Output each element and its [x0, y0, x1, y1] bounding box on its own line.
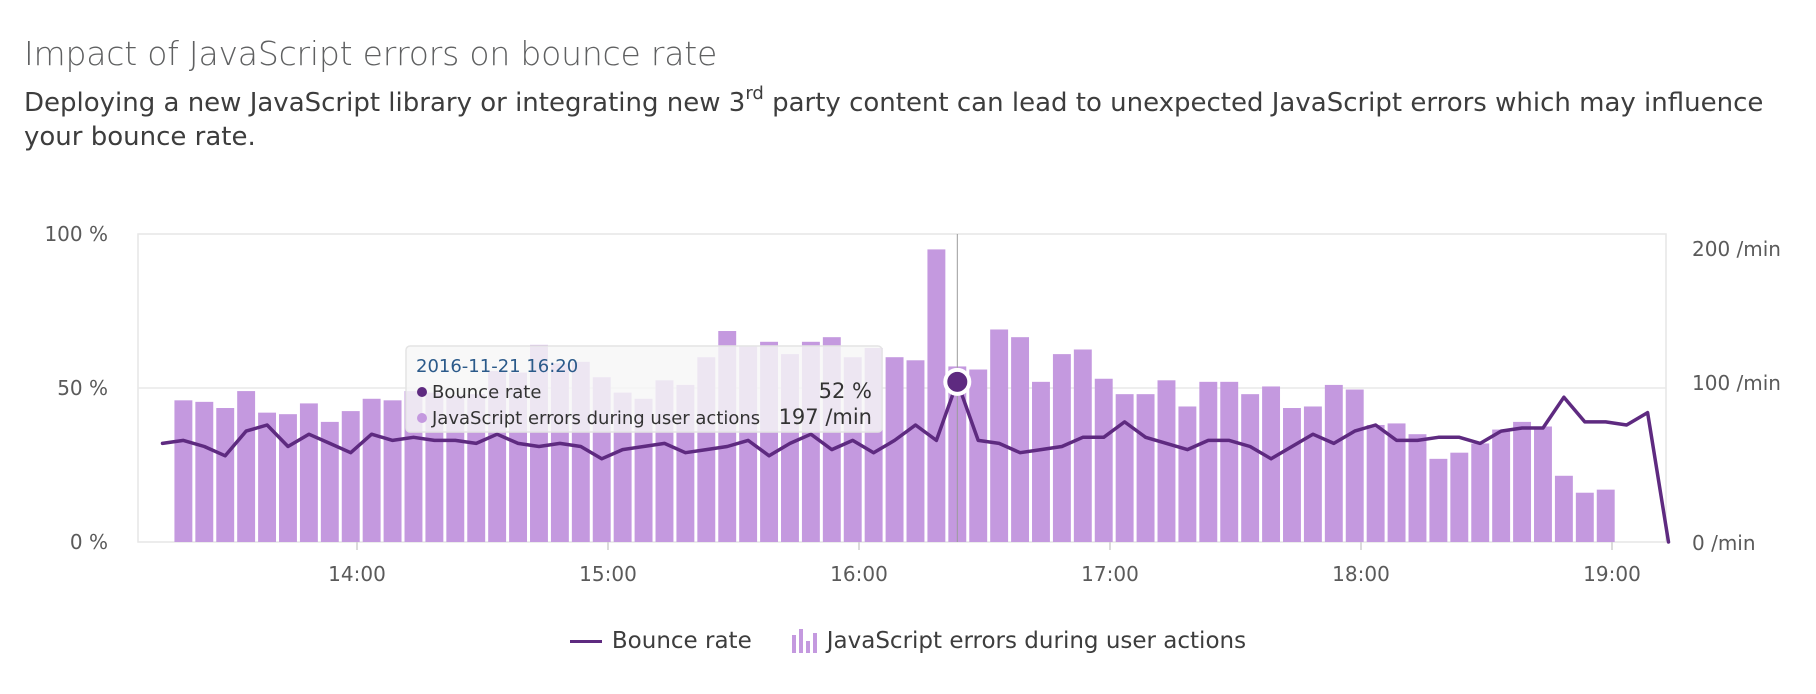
bar-js-errors[interactable] [1345, 389, 1364, 542]
x-tick-label: 14:00 [328, 562, 386, 586]
bar-js-errors[interactable] [1094, 378, 1113, 542]
bar-js-errors[interactable] [1324, 384, 1343, 542]
description-text: Deploying a new JavaScript library or in… [24, 88, 746, 118]
bar-js-errors[interactable] [299, 403, 318, 542]
bar-js-errors[interactable] [1220, 381, 1239, 542]
y-tick-label-right: 100 /min [1692, 371, 1781, 395]
bar-js-errors[interactable] [990, 329, 1009, 542]
legend-label: JavaScript errors during user actions [826, 628, 1247, 654]
tooltip-marker-bar [417, 413, 427, 423]
tooltip-time: 2016-11-21 16:20 [416, 356, 578, 377]
bar-js-errors[interactable] [237, 391, 256, 542]
bar-js-errors[interactable] [1011, 337, 1030, 542]
tooltip-value: 52 % [819, 379, 872, 403]
y-tick-label-left: 50 % [57, 376, 108, 400]
y-tick-label-right: 200 /min [1692, 237, 1781, 261]
bar-js-errors[interactable] [1596, 489, 1615, 542]
x-tick-label: 15:00 [579, 562, 637, 586]
bar-js-errors[interactable] [258, 412, 277, 542]
tooltip-box [405, 345, 883, 433]
bar-js-errors[interactable] [1471, 443, 1490, 542]
bar-js-errors[interactable] [279, 414, 297, 542]
y-tick-label-left: 100 % [44, 222, 108, 246]
bar-js-errors[interactable] [1492, 429, 1511, 542]
bar-js-errors[interactable] [906, 360, 925, 542]
legend-label: Bounce rate [611, 628, 752, 654]
bar-js-errors[interactable] [1575, 492, 1594, 542]
page-title: Impact of JavaScript errors on bounce ra… [24, 34, 718, 73]
bar-js-errors[interactable] [1073, 349, 1092, 543]
bar-js-errors[interactable] [1136, 394, 1155, 542]
chart-legend: Bounce rate JavaScript errors during use… [0, 628, 1816, 654]
bar-js-errors[interactable] [362, 398, 381, 542]
bar-js-errors[interactable] [1387, 423, 1406, 542]
bar-js-errors[interactable] [969, 369, 988, 542]
hover-point-marker[interactable] [943, 367, 972, 396]
bar-js-errors[interactable] [195, 401, 214, 542]
bar-js-errors[interactable] [1554, 475, 1573, 542]
legend-item-js-errors[interactable]: JavaScript errors during user actions [791, 628, 1247, 654]
legend-item-bounce-rate[interactable]: Bounce rate [569, 628, 752, 654]
y-tick-label-left: 0 % [70, 530, 108, 554]
bar-js-errors[interactable] [634, 398, 653, 542]
bar-js-errors[interactable] [174, 400, 193, 542]
bar-series-icon [791, 629, 817, 653]
tooltip-label: JavaScript errors during user actions [431, 408, 760, 429]
bar-js-errors[interactable] [927, 249, 946, 542]
bar-js-errors[interactable] [1115, 394, 1134, 542]
x-tick-label: 16:00 [830, 562, 888, 586]
bar-js-errors[interactable] [1408, 434, 1427, 542]
x-tick-label: 17:00 [1081, 562, 1139, 586]
page-description: Deploying a new JavaScript library or in… [24, 83, 1794, 154]
y-tick-label-right: 0 /min [1692, 531, 1756, 555]
description-text-end: party content can lead to unexpected Jav… [24, 88, 1764, 152]
tooltip-label: Bounce rate [432, 382, 541, 403]
bar-js-errors[interactable] [1303, 406, 1322, 542]
line-bounce-rate[interactable] [160, 380, 1671, 544]
bar-js-errors[interactable] [1199, 381, 1218, 542]
bar-js-errors[interactable] [320, 421, 339, 542]
bar-js-errors[interactable] [885, 357, 904, 542]
bar-js-errors[interactable] [1178, 406, 1197, 542]
description-superscript: rd [745, 83, 764, 105]
bar-js-errors[interactable] [1366, 424, 1385, 542]
bar-js-errors[interactable] [1241, 394, 1260, 542]
bar-js-errors[interactable] [341, 411, 360, 542]
bar-js-errors[interactable] [1450, 452, 1469, 542]
bar-js-errors[interactable] [1429, 458, 1448, 542]
bar-js-errors[interactable] [1157, 380, 1176, 542]
bar-js-errors[interactable] [1534, 426, 1552, 543]
bar-js-errors[interactable] [1513, 421, 1532, 542]
x-tick-label: 19:00 [1583, 562, 1641, 586]
tooltip-marker-line [417, 387, 427, 397]
bar-js-errors[interactable] [1262, 386, 1281, 542]
bar-js-errors[interactable] [383, 400, 402, 542]
tooltip-value: 197 /min [779, 405, 872, 429]
x-tick-label: 18:00 [1332, 562, 1390, 586]
line-series-icon [569, 639, 602, 643]
bar-js-errors[interactable] [1283, 408, 1301, 542]
bar-js-errors[interactable] [1032, 381, 1050, 542]
bar-js-errors[interactable] [216, 408, 235, 542]
